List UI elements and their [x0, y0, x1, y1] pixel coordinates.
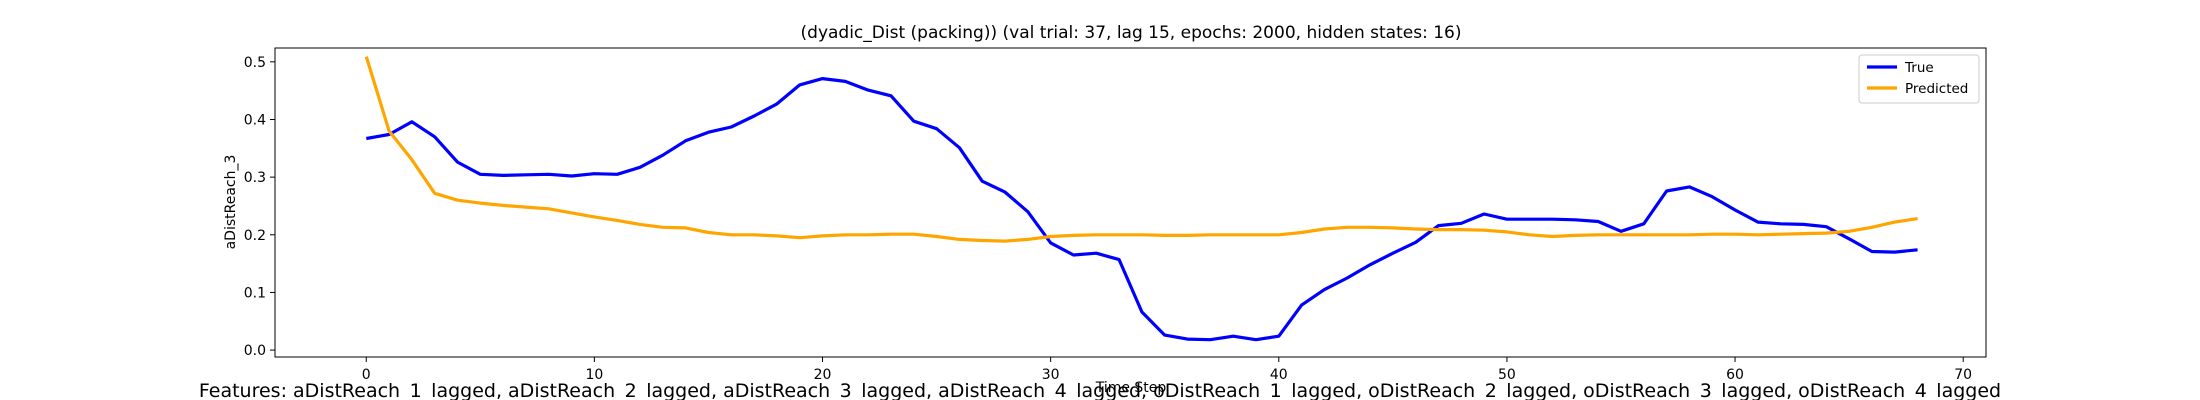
- x-tick-label: 20: [814, 367, 832, 383]
- chart-title: (dyadic_Dist (packing)) (val trial: 37, …: [801, 23, 1462, 43]
- x-axis: 0 10 20 30 40 50 60 70: [362, 357, 1972, 383]
- x-tick-label: 70: [1954, 367, 1972, 383]
- series-layer: [364, 56, 1918, 342]
- series-line-predicted: [364, 56, 1918, 243]
- y-tick-label: 0.1: [244, 285, 266, 301]
- plot-frame: [274, 47, 1987, 358]
- series-line-true: [366, 76, 1918, 342]
- legend: True Predicted: [1858, 54, 1980, 104]
- y-tick-label: 0.4: [244, 112, 266, 128]
- x-tick-label: 40: [1270, 367, 1288, 383]
- y-tick-label: 0.0: [244, 343, 266, 359]
- x-tick-label: 60: [1726, 367, 1744, 383]
- y-axis: 0.0 0.1 0.2 0.3 0.4 0.5: [244, 55, 275, 359]
- y-tick-label: 0.2: [244, 228, 266, 244]
- x-tick-label: 50: [1498, 367, 1516, 383]
- legend-label-true: True: [1904, 60, 1934, 76]
- y-tick-label: 0.5: [244, 55, 266, 71]
- x-tick-label: 0: [362, 367, 371, 383]
- legend-label-predicted: Predicted: [1905, 81, 1968, 97]
- plot-area: [274, 47, 1987, 358]
- x-tick-label: 10: [585, 367, 603, 383]
- x-axis-label: Time Step: [1095, 380, 1167, 396]
- features-caption: Features: aDistReach_1_lagged, aDistReac…: [199, 380, 2001, 400]
- y-tick-label: 0.3: [244, 170, 266, 186]
- y-axis-label: aDistReach_3: [223, 155, 239, 250]
- x-tick-label: 30: [1042, 367, 1060, 383]
